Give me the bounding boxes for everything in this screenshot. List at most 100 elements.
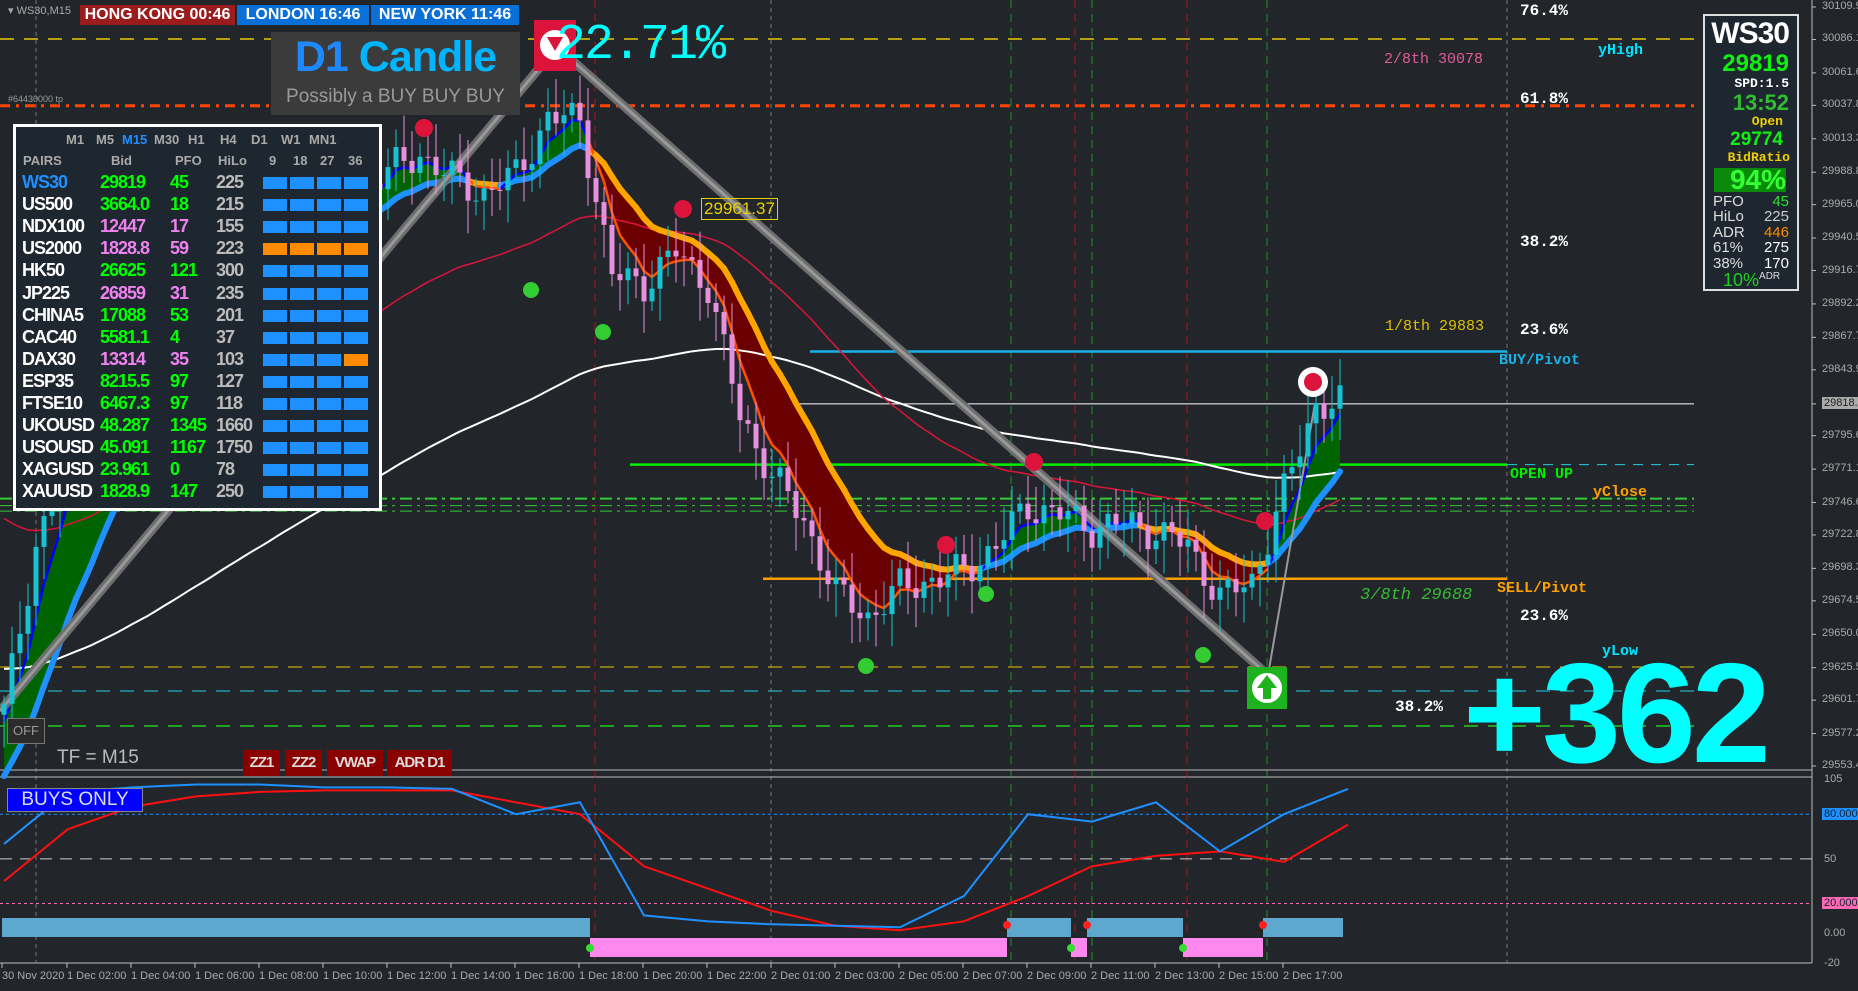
timeframe-mn1[interactable]: MN1 [309, 132, 337, 147]
candle-body [1081, 505, 1087, 531]
pair-name: CHINA5 [22, 304, 84, 325]
timeframe-m1[interactable]: M1 [66, 132, 85, 147]
candle-body [921, 581, 927, 598]
table-row[interactable]: UKOUSD 48.287 1345 1660 [16, 415, 379, 437]
table-row[interactable]: CHINA5 17088 53 201 [16, 305, 379, 327]
candle-body [649, 288, 655, 302]
candle-body [449, 160, 455, 176]
off-button[interactable]: OFF [7, 718, 45, 744]
table-row[interactable]: ESP35 8215.5 97 127 [16, 371, 379, 393]
clock-hong-kong: HONG KONG 00:46 [80, 5, 235, 25]
oscillator-red-line [3, 789, 1349, 932]
header-period: 18 [293, 153, 308, 168]
table-row[interactable]: CAC40 5581.1 4 37 [16, 327, 379, 349]
trend-bar [344, 309, 368, 322]
trend-bar [317, 287, 341, 300]
table-row[interactable]: XAGUSD 23.961 0 78 [16, 459, 379, 481]
table-row[interactable]: WS30 29819 45 225 [16, 172, 379, 194]
candle-body [465, 172, 471, 201]
fast-ema-segment [563, 119, 573, 130]
pair-hilo: 155 [216, 216, 244, 237]
pair-pfo: 35 [170, 348, 189, 369]
osc-axis-label: 20.0000 [1822, 897, 1858, 910]
table-row[interactable]: USOUSD 45.091 1167 1750 [16, 437, 379, 459]
zz2-button[interactable]: ZZ2 [285, 750, 322, 776]
ma-cloud-segment [844, 489, 852, 582]
candle-body [1113, 513, 1119, 525]
candle-body [873, 612, 879, 615]
pair-pfo: 31 [170, 282, 189, 303]
candle-body [1089, 530, 1095, 548]
table-row[interactable]: FTSE10 6467.3 97 118 [16, 393, 379, 415]
fast-ema-segment [34, 583, 46, 619]
candle-body [1105, 513, 1111, 528]
ma-cloud-segment [636, 207, 644, 272]
pair-hilo: 127 [216, 370, 244, 391]
slow-ema-segment [81, 559, 95, 585]
table-row[interactable]: US500 3664.0 18 215 [16, 194, 379, 216]
trend-bar [263, 287, 287, 300]
timeframe-d1[interactable]: D1 [251, 132, 268, 147]
ma-cloud-segment [68, 482, 76, 620]
vwap-button[interactable]: VWAP [327, 750, 383, 776]
ma-cloud-segment [404, 167, 412, 194]
slow-ema-segment [729, 279, 743, 302]
pair-name: US500 [22, 194, 73, 215]
candle-body [617, 274, 623, 281]
timeframe-h4[interactable]: H4 [220, 132, 237, 147]
table-row[interactable]: HK50 26625 121 300 [16, 260, 379, 282]
timeframe-m15[interactable]: M15 [122, 132, 148, 147]
table-row[interactable]: XAUUSD 1828.9 147 250 [16, 481, 379, 503]
pair-pfo: 53 [170, 304, 189, 325]
ma-cloud-segment [684, 237, 692, 260]
band-switch-dot [586, 944, 594, 952]
timeframe-w1[interactable]: W1 [281, 132, 301, 147]
ma-cloud-segment [740, 298, 748, 382]
eighth-1-label: 1/8th 29883 [1385, 318, 1485, 335]
table-row[interactable]: NDX100 12447 17 155 [16, 216, 379, 238]
candle-body [777, 467, 783, 477]
fib-618-label: 61.8% [1520, 90, 1569, 108]
fast-ema-segment [778, 451, 790, 466]
trend-bar [263, 464, 287, 477]
fast-ema-segment [594, 159, 606, 183]
adr-d1-button[interactable]: ADR D1 [387, 750, 452, 776]
ma-cloud-segment [548, 135, 556, 165]
slow-ema-segment [1329, 468, 1343, 486]
candle-body [1249, 573, 1255, 588]
candle-body [737, 383, 743, 421]
fast-ema-segment [802, 494, 814, 510]
pair-bid: 1828.9 [100, 481, 150, 502]
pair-hilo: 215 [216, 194, 244, 215]
timeframe-h1[interactable]: H1 [188, 132, 205, 147]
candle-body [713, 302, 719, 312]
table-row[interactable]: US2000 1828.8 59 223 [16, 238, 379, 260]
trend-bar [290, 221, 314, 234]
ma-cloud-segment [1228, 555, 1236, 583]
timeframe-m30[interactable]: M30 [154, 132, 180, 147]
zz1-button[interactable]: ZZ1 [243, 750, 280, 776]
trend-bar [344, 331, 368, 344]
table-row[interactable]: JP225 26859 31 235 [16, 283, 379, 305]
table-row[interactable]: DAX30 13314 35 103 [16, 349, 379, 371]
candle-body [401, 147, 407, 161]
candle-body [1169, 522, 1175, 532]
trend-bar [290, 464, 314, 477]
ma-cloud-segment [1316, 436, 1324, 503]
fast-ema-segment [738, 360, 750, 383]
d1-candle-panel: D1 Candle Possibly a BUY BUY BUY [271, 32, 520, 115]
trend-bar [263, 375, 287, 388]
candle-body [1153, 540, 1159, 550]
candle-body [961, 554, 967, 566]
candle-body [457, 160, 463, 173]
ma-cloud-segment [1332, 413, 1340, 483]
fast-ema-segment [850, 581, 862, 595]
fib-382-lower-label: 38.2% [1395, 698, 1444, 716]
sell-signal-band [590, 938, 1007, 957]
pair-hilo: 37 [216, 326, 235, 347]
candle-body [929, 577, 935, 582]
buy-signal-dot [858, 658, 874, 674]
pair-hilo: 1750 [216, 437, 253, 458]
buys-only-badge: BUYS ONLY [7, 788, 143, 812]
timeframe-m5[interactable]: M5 [96, 132, 115, 147]
